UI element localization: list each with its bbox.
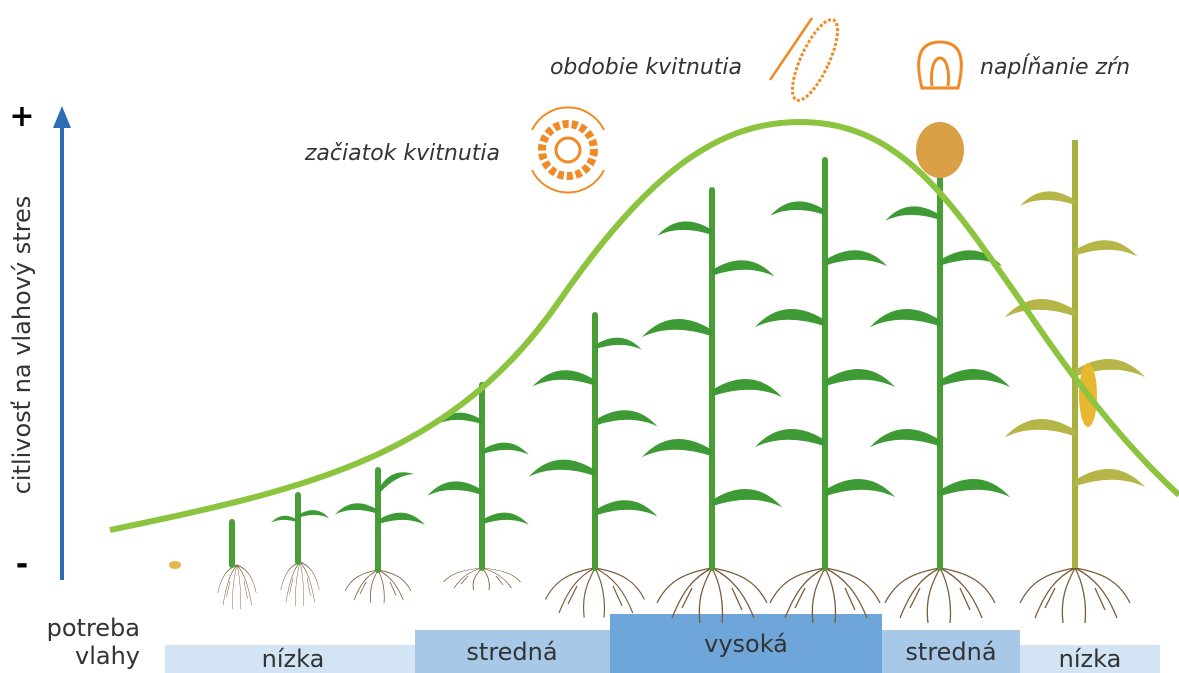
leaf: [1004, 298, 1075, 318]
leaf: [825, 368, 896, 388]
plant: [869, 122, 1011, 624]
axis-plus: +: [9, 99, 34, 134]
leaf: [770, 201, 825, 216]
leaf: [641, 318, 712, 338]
leaf: [595, 500, 658, 517]
leaf: [869, 308, 940, 328]
level-label: nízka: [262, 645, 325, 673]
leaf: [712, 488, 783, 508]
plant: [754, 157, 896, 624]
leaf: [298, 510, 330, 519]
plant: [217, 519, 257, 610]
leaf: [825, 250, 888, 267]
roots: [544, 567, 646, 619]
leaf: [482, 442, 529, 455]
roots: [280, 561, 320, 607]
plants: [169, 122, 1146, 624]
roots: [217, 564, 257, 610]
icon-flowering: [768, 17, 840, 102]
leaf: [869, 428, 940, 448]
roots: [884, 567, 996, 624]
level-label: stredná: [466, 638, 557, 666]
level-label: nízka: [1059, 645, 1122, 673]
plant: [528, 312, 658, 619]
leaf: [754, 308, 825, 328]
leaf: [270, 515, 298, 523]
leaf: [712, 378, 783, 398]
bar-high: [610, 614, 882, 673]
tassel: [916, 122, 964, 178]
stage-label: napĺňanie zŕn: [980, 54, 1130, 80]
moisture-bars: [165, 614, 1160, 673]
leaf: [1020, 191, 1075, 206]
icon-grain-fill: [917, 40, 963, 90]
leaf: [595, 337, 642, 350]
leaf: [528, 459, 595, 477]
roots: [344, 569, 412, 604]
arrow-head: [53, 106, 71, 128]
roots: [1019, 567, 1131, 624]
leaf: [712, 260, 775, 277]
bar-medium: [415, 630, 610, 673]
plant: [270, 492, 330, 607]
leaf: [1075, 240, 1138, 257]
level-label: stredná: [905, 638, 996, 666]
plant: [427, 382, 529, 591]
leaf: [427, 481, 482, 496]
leaf: [885, 206, 940, 221]
moisture-label: potreba: [47, 614, 140, 642]
leaf: [532, 370, 595, 387]
leaf: [754, 428, 825, 448]
sensitivity-curve: [109, 118, 1179, 533]
stage-label: obdobie kvitnutia: [550, 55, 742, 80]
plant: [641, 187, 783, 624]
plant: [335, 465, 425, 604]
leaf: [378, 512, 425, 525]
leaf: [657, 221, 712, 236]
leaf: [482, 512, 529, 525]
axis-minus: -: [16, 547, 28, 582]
leaf: [641, 438, 712, 458]
stage-label: začiatok kvitnutia: [304, 141, 500, 166]
leaf: [1004, 418, 1075, 438]
seed: [169, 561, 181, 569]
leaf: [940, 478, 1011, 498]
roots: [443, 567, 521, 591]
leaf: [825, 478, 896, 498]
moisture-label: vlahy: [75, 642, 140, 670]
bar-medium: [882, 630, 1020, 673]
leaf: [1075, 468, 1146, 488]
icon-flowering-start: [531, 106, 605, 194]
leaf: [940, 368, 1011, 388]
leaf: [595, 410, 658, 427]
leaf: [335, 503, 378, 515]
axis-label: citlivosť na vlahový stres: [8, 196, 36, 495]
level-label: vysoká: [704, 630, 788, 658]
